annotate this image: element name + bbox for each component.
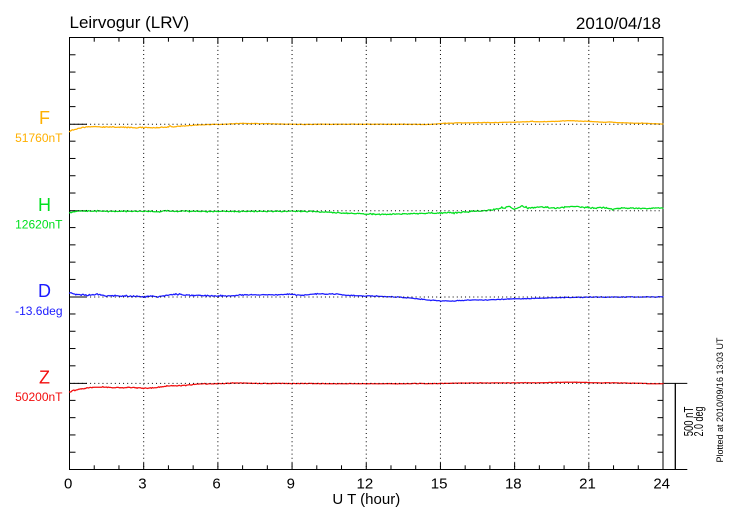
svg-text:H: H <box>38 195 51 215</box>
svg-text:Leirvogur (LRV): Leirvogur (LRV) <box>70 13 190 32</box>
svg-text:15: 15 <box>431 476 448 493</box>
svg-text:Plotted at 2010/09/16 13:03 UT: Plotted at 2010/09/16 13:03 UT <box>715 337 725 463</box>
svg-text:0: 0 <box>64 476 72 493</box>
svg-text:21: 21 <box>579 476 596 493</box>
svg-text:50200nT: 50200nT <box>15 390 63 404</box>
svg-text:500 nT: 500 nT <box>681 407 696 437</box>
svg-text:18: 18 <box>505 476 522 493</box>
svg-text:3: 3 <box>138 476 146 493</box>
svg-text:12: 12 <box>357 476 374 493</box>
svg-text:Z: Z <box>39 367 50 387</box>
svg-text:9: 9 <box>287 476 295 493</box>
svg-text:2.0 deg: 2.0 deg <box>691 407 706 437</box>
svg-text:D: D <box>38 281 51 301</box>
svg-text:12620nT: 12620nT <box>15 218 63 232</box>
svg-text:51760nT: 51760nT <box>15 131 63 145</box>
svg-text:-13.6deg: -13.6deg <box>15 304 62 318</box>
svg-text:24: 24 <box>653 476 670 493</box>
svg-text:F: F <box>39 108 50 128</box>
svg-text:U T (hour): U T (hour) <box>332 491 400 508</box>
svg-text:2010/04/18: 2010/04/18 <box>576 14 661 33</box>
svg-text:6: 6 <box>212 476 220 493</box>
